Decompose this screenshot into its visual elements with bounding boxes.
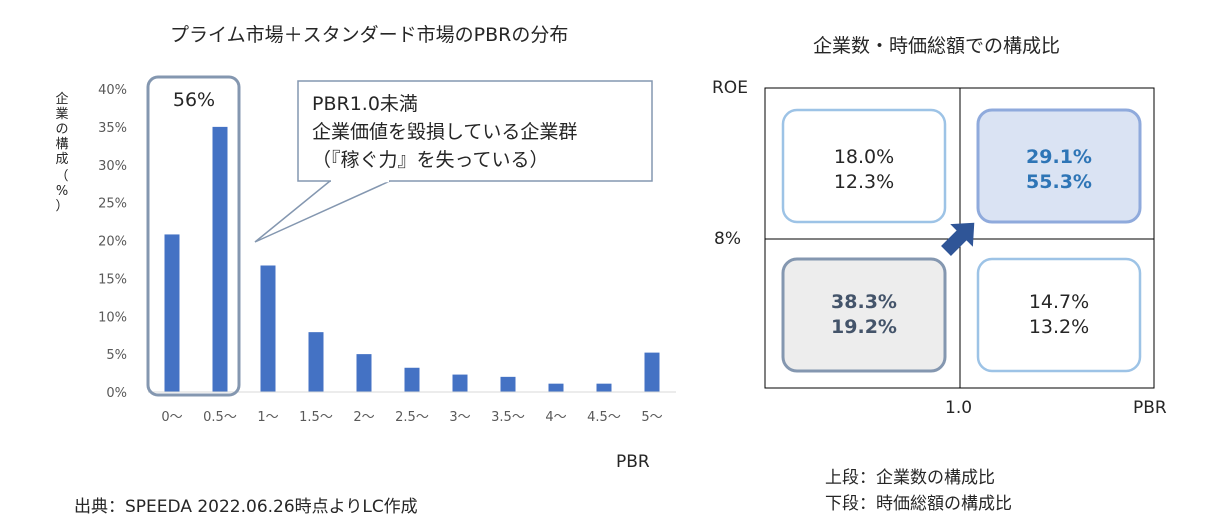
arrow-icon	[941, 222, 975, 256]
quad-bottom-right-company: 14.7%	[1029, 291, 1089, 313]
ylabel-char: 業	[55, 107, 69, 122]
bar	[164, 234, 180, 392]
bar	[260, 265, 276, 392]
callout-box	[297, 80, 653, 182]
bar	[596, 383, 612, 392]
highlight-label: 56%	[173, 89, 215, 111]
bar	[212, 126, 228, 392]
bar	[500, 376, 516, 392]
x-tick-label: 4.5～	[587, 410, 621, 425]
x-tick-label: 1～	[257, 410, 278, 425]
quadrant-bottom-right-box	[976, 257, 1142, 373]
x-tick-label: 4～	[545, 410, 566, 425]
legend-upper: 上段：企業数の構成比	[825, 468, 995, 488]
legend-lower: 下段：時価総額の構成比	[825, 494, 1012, 514]
quadrant-chart-title: 企業数・時価総額での構成比	[813, 35, 1061, 57]
source-note: 出典：SPEEDA 2022.06.26時点よりLC作成	[74, 497, 418, 517]
y-tick-label: 10%	[98, 310, 127, 325]
quad-top-left-company: 18.0%	[834, 146, 894, 168]
quad-top-right-marketcap: 55.3%	[1026, 171, 1092, 193]
x-axis-label: PBR	[616, 452, 650, 472]
ylabel-char: 構	[55, 137, 69, 152]
x-tick-label: 0～	[161, 410, 182, 425]
y-tick-label: 5%	[106, 348, 127, 363]
bar	[548, 383, 564, 392]
ylabel-char: （	[55, 169, 69, 184]
highlight-box	[146, 75, 241, 397]
callout-line-3: （『稼ぐ力』を失っている）	[312, 149, 549, 171]
left-chart-title: プライム市場＋スタンダード市場のPBRの分布	[170, 24, 569, 46]
bar	[452, 374, 468, 392]
bar	[308, 332, 324, 392]
x-tick-label: 2～	[353, 410, 374, 425]
quadrant-bottom-left-box	[781, 257, 947, 373]
quad-bottom-left-company: 38.3%	[831, 291, 897, 313]
y-tick-label: 40%	[98, 83, 127, 98]
left-chart-ylabel: 企 業 の 構 成 （ % ）	[52, 92, 72, 214]
x-tick-label: 3.5～	[491, 410, 525, 425]
ylabel-char: ）	[55, 199, 69, 214]
x-tick-label: 5～	[641, 410, 662, 425]
x-tick-label: 1.5～	[299, 410, 333, 425]
quadrant-top-right-box	[976, 108, 1142, 224]
x-split-label: 1.0	[945, 398, 973, 418]
quadrant-top-left-box	[781, 108, 947, 224]
x-tick-label: 0.5～	[203, 410, 237, 425]
bar-chart: 0% 5% 10% 15% 20% 25% 30% 35% 40% 0～ 0.5～ 1～ 1.5～ 2～…	[98, 75, 676, 472]
callout-line-2: 企業価値を毀損している企業群	[312, 121, 577, 143]
quad-top-right-company: 29.1%	[1026, 146, 1092, 168]
bar	[644, 352, 660, 392]
bar	[356, 354, 372, 392]
ylabel-char: の	[55, 122, 69, 137]
y-tick-label: 20%	[98, 235, 127, 250]
y-split-label: 8%	[714, 229, 741, 249]
bar	[404, 367, 420, 392]
pbr-axis-label: PBR	[1133, 398, 1167, 418]
ylabel-char: 成	[55, 152, 69, 167]
roe-axis-label: ROE	[712, 78, 748, 98]
callout-line-1: PBR1.0未満	[312, 93, 418, 115]
y-tick-label: 35%	[98, 121, 127, 136]
y-tick-label: 30%	[98, 159, 127, 174]
ylabel-char: 企	[55, 92, 69, 107]
y-tick-label: 15%	[98, 272, 127, 287]
x-tick-label: 3～	[449, 410, 470, 425]
x-tick-label: 2.5～	[395, 410, 429, 425]
quad-top-left-marketcap: 12.3%	[834, 171, 894, 193]
ylabel-char: %	[55, 184, 69, 199]
quad-bottom-right-marketcap: 13.2%	[1029, 316, 1089, 338]
y-tick-label: 25%	[98, 197, 127, 212]
y-tick-label: 0%	[106, 386, 127, 401]
quad-bottom-left-marketcap: 19.2%	[831, 316, 897, 338]
